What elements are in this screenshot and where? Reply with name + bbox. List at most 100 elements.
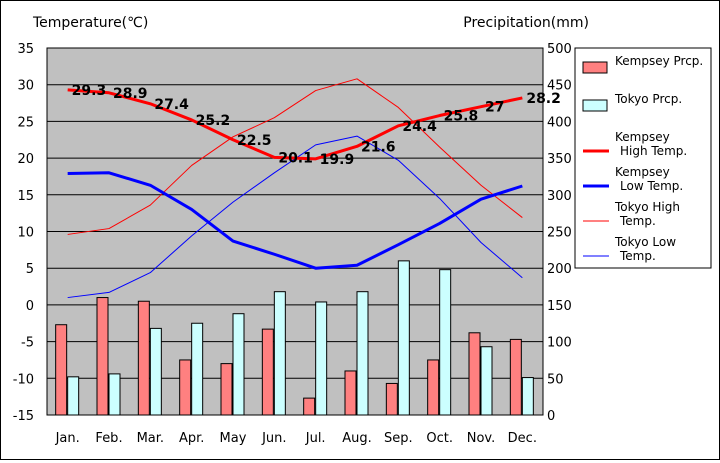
legend-swatch [582, 99, 608, 112]
legend: Kempsey Prcp.Tokyo Prcp.Kempsey High Temp… [574, 47, 712, 269]
left-tick-label: 10 [17, 226, 34, 241]
kempsey-prcp-bar [96, 297, 109, 416]
left-tick-label: -5 [21, 336, 34, 351]
kempsey-prcp-bar [427, 359, 440, 416]
tokyo-high-line [67, 78, 523, 235]
kempsey-prcp-bar [137, 300, 150, 416]
x-tick-label: Apr. [179, 431, 204, 446]
tokyo-prcp-bar [273, 291, 286, 416]
left-tick-label: -15 [13, 409, 34, 424]
left-tick-label: 30 [17, 79, 34, 94]
right-tick-label: 400 [547, 115, 572, 130]
tokyo-prcp-bar [356, 291, 369, 416]
kempsey-high-data-label: 27 [485, 100, 504, 116]
kempsey-prcp-bar [509, 338, 522, 416]
left-axis-title: Temperature(℃) [32, 15, 148, 31]
legend-label-line: High Temp. [620, 144, 687, 158]
x-tick-label: Mar. [137, 431, 164, 446]
left-tick-label: 25 [17, 115, 34, 130]
right-tick-label: 450 [547, 79, 572, 94]
legend-label-line: Tokyo High [614, 200, 680, 214]
kempsey-high-data-label: 28.9 [113, 86, 148, 102]
legend-label-line: Tokyo Prcp. [614, 92, 682, 106]
right-tick-label: 300 [547, 189, 572, 204]
x-tick-label: May [220, 431, 247, 446]
right-tick-label: 500 [547, 42, 572, 57]
tokyo-prcp-bar [439, 269, 452, 416]
grid-lines [47, 84, 543, 379]
kempsey-prcp-bar [385, 382, 398, 416]
legend-label-line: Kempsey [615, 165, 670, 179]
x-tick-label: Aug. [342, 431, 372, 446]
legend-label-line: Kempsey Prcp. [615, 54, 703, 68]
x-tick-label: Jan. [55, 431, 80, 446]
kempsey-high-data-label: 25.8 [444, 109, 479, 125]
legend-swatch [582, 61, 608, 74]
tokyo-prcp-bar [315, 301, 328, 416]
legend-box [574, 47, 712, 269]
kempsey-high-data-label: 29.3 [72, 83, 107, 99]
left-tick-label: -10 [13, 372, 34, 387]
kempsey-high-data-label: 28.2 [526, 91, 561, 107]
tokyo-prcp-bar [108, 373, 121, 416]
kempsey-high-data-label: 27.4 [154, 97, 189, 113]
legend-label-line: Kempsey [615, 130, 670, 144]
left-tick-label: 15 [17, 189, 34, 204]
kempsey-high-data-label: 22.5 [237, 133, 272, 149]
x-tick-label: Oct. [426, 431, 453, 446]
kempsey-high-line [67, 88, 523, 161]
right-tick-label: 150 [547, 299, 572, 314]
legend-label: Kempsey Low Temp. [615, 165, 683, 193]
legend-label-line: Temp. [619, 214, 656, 228]
left-tick-label: 0 [26, 299, 34, 314]
right-axis-title: Precipitation(mm) [463, 15, 589, 31]
left-tick-label: 5 [26, 262, 34, 277]
x-tick-label: Jul. [305, 431, 326, 446]
kempsey-prcp-bar [344, 370, 357, 416]
tokyo-prcp-bar [232, 313, 245, 416]
left-tick-label: 35 [17, 42, 34, 57]
left-tick-label: 20 [17, 152, 34, 167]
precipitation-bars [55, 260, 534, 416]
kempsey-prcp-bar [261, 328, 274, 416]
kempsey-high-data-label: 20.1 [278, 150, 313, 166]
legend-label: Tokyo Prcp. [614, 92, 682, 106]
kempsey-high-data-label: 21.6 [361, 139, 396, 155]
kempsey-prcp-bar [468, 332, 481, 416]
x-tick-label: Dec. [508, 431, 537, 446]
kempsey-high-data-label: 24.4 [402, 119, 437, 135]
tokyo-prcp-bar [480, 346, 493, 416]
x-tick-label: Nov. [467, 431, 496, 446]
right-tick-label: 350 [547, 152, 572, 167]
tokyo-prcp-bar [149, 327, 162, 416]
temperature-lines [67, 78, 523, 299]
legend-label: Tokyo Low Temp. [614, 235, 676, 263]
kempsey-prcp-bar [55, 324, 68, 416]
tokyo-prcp-bar [397, 260, 410, 416]
kempsey-low-line [67, 171, 523, 270]
x-tick-label: Jun. [261, 431, 286, 446]
x-tick-label: Sep. [384, 431, 413, 446]
kempsey-high-data-label: 19.9 [320, 152, 355, 168]
tokyo-prcp-bar [67, 376, 80, 416]
legend-label: Kempsey High Temp. [615, 130, 687, 158]
tokyo-prcp-bar [191, 322, 204, 416]
legend-label-line: Tokyo Low [614, 235, 676, 249]
right-tick-label: 0 [547, 409, 555, 424]
legend-label: Tokyo High Temp. [614, 200, 680, 228]
kempsey-high-data-label: 25.2 [196, 113, 231, 129]
kempsey-prcp-bar [220, 363, 233, 416]
x-tick-label: Feb. [95, 431, 122, 446]
legend-label: Kempsey Prcp. [615, 54, 703, 68]
kempsey-prcp-bar [303, 397, 316, 416]
data-labels: 29.3 28.9 27.4 25.2 22.5 20.1 19.9 21.6 24.4 25.8… [72, 83, 561, 168]
legend-label-line: Low Temp. [620, 179, 683, 193]
right-tick-label: 250 [547, 226, 572, 241]
right-tick-label: 50 [547, 372, 564, 387]
right-tick-label: 100 [547, 336, 572, 351]
legend-label-line: Temp. [619, 249, 656, 263]
kempsey-prcp-bar [179, 359, 192, 416]
right-tick-label: 200 [547, 262, 572, 277]
axes: 35302520151050-5-10-15500450400350300250… [13, 15, 589, 446]
